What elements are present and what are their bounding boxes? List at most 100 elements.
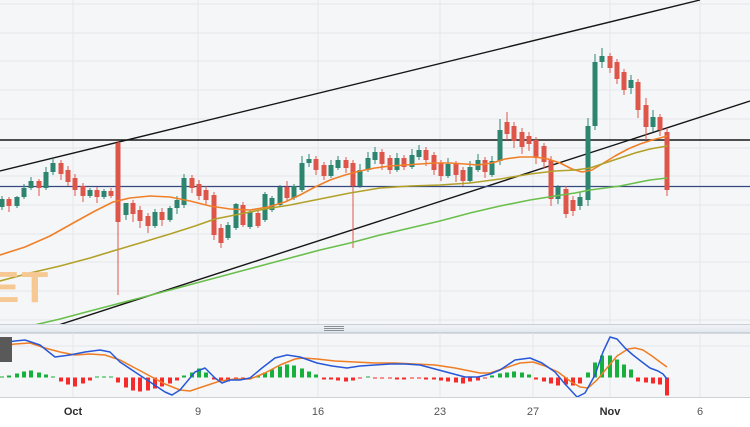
candle-body bbox=[628, 80, 634, 88]
candle-body bbox=[123, 203, 129, 215]
candle-body bbox=[438, 163, 444, 176]
candle-body bbox=[159, 212, 165, 220]
pane-resize-grip-icon[interactable] bbox=[324, 326, 344, 331]
candle-body bbox=[453, 164, 459, 175]
macd-histogram-bar bbox=[542, 377, 546, 382]
macd-histogram-bar bbox=[51, 376, 55, 378]
ma-fast-orange bbox=[0, 135, 668, 256]
candle-body bbox=[489, 161, 495, 175]
macd-histogram-bar bbox=[66, 377, 70, 385]
candle-body bbox=[108, 191, 114, 196]
macd-histogram-bar bbox=[461, 377, 465, 384]
macd-histogram-bar bbox=[432, 377, 436, 380]
candle-body bbox=[72, 178, 78, 190]
macd-line bbox=[0, 336, 668, 397]
macd-histogram-bar bbox=[373, 377, 377, 379]
candle-body bbox=[423, 150, 429, 160]
macd-histogram-bar bbox=[37, 372, 41, 378]
candle-body bbox=[614, 62, 620, 79]
macd-histogram-bar bbox=[109, 376, 113, 378]
macd-histogram-bar bbox=[644, 377, 648, 383]
candle-body bbox=[585, 126, 591, 200]
macd-histogram-bar bbox=[651, 377, 655, 384]
macd-histogram-bar bbox=[388, 377, 392, 379]
macd-histogram-bar bbox=[534, 377, 538, 380]
candle-body bbox=[409, 155, 415, 167]
candle-body bbox=[80, 186, 86, 196]
candle-body bbox=[592, 62, 598, 126]
macd-histogram-bar bbox=[629, 369, 633, 378]
candle-body bbox=[247, 212, 253, 227]
candle-body bbox=[130, 203, 136, 214]
macd-histogram-bar bbox=[439, 377, 443, 381]
candle-body bbox=[101, 191, 107, 197]
candle-body bbox=[621, 72, 627, 90]
candle-body bbox=[548, 160, 554, 199]
candle-body bbox=[526, 136, 532, 144]
candle-body bbox=[467, 167, 473, 181]
macd-histogram-bar bbox=[527, 374, 531, 378]
candle-body bbox=[181, 178, 187, 205]
candle-body bbox=[321, 165, 327, 176]
candle-body bbox=[650, 117, 656, 127]
macd-indicator-canvas[interactable] bbox=[0, 333, 750, 397]
candle-body bbox=[189, 178, 195, 188]
macd-histogram-bar bbox=[329, 377, 333, 380]
time-axis-label: 9 bbox=[194, 406, 202, 418]
candle-body bbox=[563, 189, 569, 214]
macd-histogram-bar bbox=[81, 377, 85, 384]
macd-histogram-bar bbox=[615, 359, 619, 378]
macd-histogram-bar bbox=[556, 377, 560, 386]
macd-histogram-bar bbox=[446, 377, 450, 382]
trendline-upper-ascending bbox=[0, 0, 701, 172]
candle-body bbox=[152, 212, 158, 226]
macd-histogram-bar bbox=[593, 362, 597, 378]
candle-body bbox=[511, 126, 517, 141]
candle-body bbox=[445, 164, 451, 176]
time-axis-label: 16 bbox=[311, 406, 325, 418]
candle-body bbox=[394, 158, 400, 170]
time-axis[interactable]: Oct 9 16 23 27 Nov 6 bbox=[0, 397, 750, 427]
candle-body bbox=[335, 160, 341, 168]
macd-histogram-bar bbox=[270, 369, 274, 378]
candle-body bbox=[284, 187, 290, 198]
macd-histogram-bar bbox=[665, 377, 669, 396]
macd-histogram-bar bbox=[380, 377, 384, 379]
candle-body bbox=[599, 56, 605, 62]
candle-body bbox=[196, 184, 202, 196]
candle-body bbox=[328, 165, 334, 176]
macd-histogram-bar bbox=[505, 372, 509, 378]
macd-histogram-bar bbox=[124, 377, 128, 388]
macd-histogram-bar bbox=[366, 376, 370, 378]
macd-histogram-bar bbox=[131, 377, 135, 391]
indicator-legend-box[interactable] bbox=[0, 337, 12, 362]
macd-histogram-bar bbox=[182, 375, 186, 378]
candle-body bbox=[36, 181, 42, 188]
candle-body bbox=[167, 208, 173, 220]
macd-histogram-bar bbox=[314, 374, 318, 378]
macd-histogram-bar bbox=[512, 371, 516, 378]
time-axis-label: 23 bbox=[433, 406, 447, 418]
macd-histogram-bar bbox=[564, 377, 568, 385]
macd-histogram-bar bbox=[292, 365, 296, 378]
macd-signal-line bbox=[0, 342, 668, 392]
macd-histogram-bar bbox=[263, 372, 267, 378]
macd-histogram-bar bbox=[300, 368, 304, 378]
candle-body bbox=[218, 228, 224, 243]
macd-histogram-bar bbox=[417, 377, 421, 379]
macd-histogram-bar bbox=[658, 377, 662, 385]
candle-body bbox=[203, 190, 209, 200]
candle-body bbox=[460, 170, 466, 181]
candle-body bbox=[635, 82, 641, 110]
macd-histogram-bar bbox=[95, 376, 99, 378]
macd-histogram-bar bbox=[490, 375, 494, 378]
macd-histogram-bar bbox=[520, 372, 524, 378]
watermark-text: ET bbox=[0, 263, 51, 312]
macd-histogram-bar bbox=[636, 377, 640, 382]
pane-resize-separator[interactable] bbox=[0, 324, 750, 333]
price-chart-canvas[interactable] bbox=[0, 0, 750, 324]
macd-histogram-bar bbox=[0, 376, 4, 378]
candle-body bbox=[87, 190, 93, 196]
macd-histogram-bar bbox=[608, 355, 612, 378]
macd-histogram-bar bbox=[351, 377, 355, 381]
